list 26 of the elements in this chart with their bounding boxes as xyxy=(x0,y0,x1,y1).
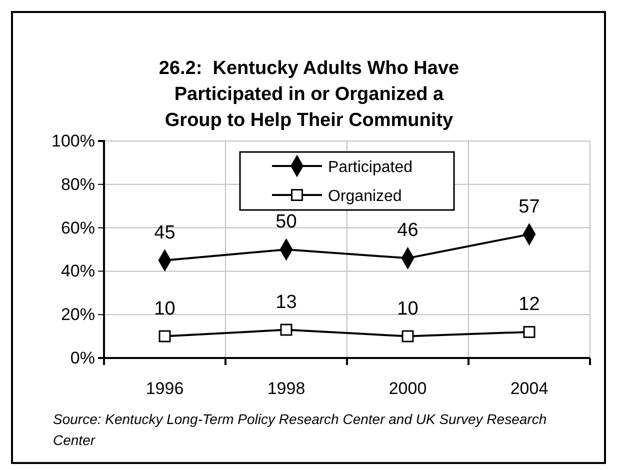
data-label: 12 xyxy=(518,294,540,315)
source-note: Source: Kentucky Long-Term Policy Research Center and UK Survey Research Center xyxy=(53,411,547,448)
data-label: 57 xyxy=(518,196,540,218)
legend-label: Organized xyxy=(328,188,402,205)
legend-label: Participated xyxy=(328,159,412,176)
point xyxy=(523,326,536,338)
y-tick-label: 40% xyxy=(60,262,95,281)
y-tick-label: 0% xyxy=(70,348,95,368)
point xyxy=(158,330,171,342)
y-tick-label: 100% xyxy=(52,131,95,150)
data-label: 46 xyxy=(397,220,418,242)
x-tick-label: 2004 xyxy=(510,379,548,398)
data-label: 10 xyxy=(154,298,176,320)
x-tick-label: 1998 xyxy=(267,379,306,398)
y-tick-label: 80% xyxy=(60,174,95,194)
data-label: 10 xyxy=(397,298,418,320)
point xyxy=(402,330,414,342)
x-tick-label: 1996 xyxy=(146,379,184,398)
y-tick-label: 60% xyxy=(60,218,95,238)
point xyxy=(280,324,292,336)
data-label: 45 xyxy=(154,222,176,244)
x-tick-label: 2000 xyxy=(388,379,427,398)
chart-title: 26.2: Kentucky Adults Who Have Participated in or Organized a Group to Help Their Community xyxy=(158,58,460,131)
data-label: 13 xyxy=(276,292,297,313)
y-tick-label: 20% xyxy=(60,305,95,324)
data-label: 50 xyxy=(276,212,297,232)
